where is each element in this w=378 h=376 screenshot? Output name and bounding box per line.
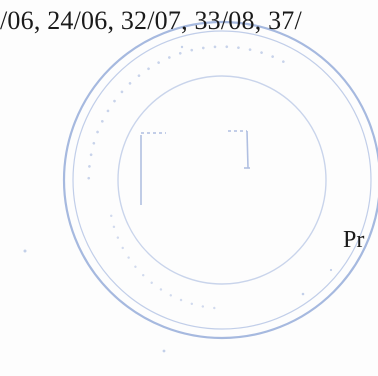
svg-text:• • • • • • • • • • • • • • •: • • • • • • • • • • • • • • • • • • • • … [84,42,289,180]
svg-text:• • • • • • • • • • • • • •: • • • • • • • • • • • • • • [106,213,219,313]
document-text-line: /06, 24/06, 32/07, 33/08, 37/ [0,6,302,35]
document-text-fragment: Pr [343,227,365,253]
